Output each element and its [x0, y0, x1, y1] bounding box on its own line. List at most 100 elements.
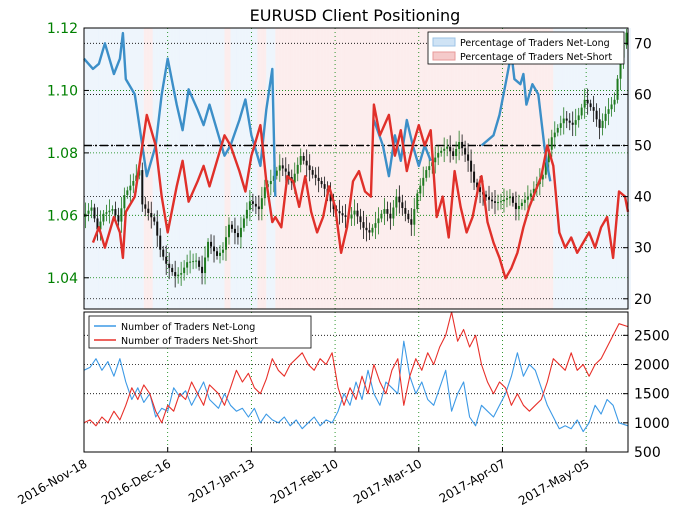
percent-tick-label: 60 [634, 87, 652, 103]
candle-body [257, 206, 260, 210]
sentiment-band [523, 28, 527, 309]
positioning-lines [83, 31, 630, 280]
sentiment-band [368, 28, 371, 309]
candle-body [523, 199, 526, 203]
candle-body [329, 193, 332, 202]
candle-body [227, 224, 230, 238]
candle-body [165, 256, 168, 264]
candle-body [120, 208, 123, 222]
candle-body [90, 207, 93, 211]
percent-tick-label: 70 [634, 36, 652, 52]
candle-body [488, 197, 491, 200]
sentiment-band [101, 28, 105, 309]
candle-body [126, 190, 129, 196]
candle-body [287, 171, 290, 178]
sentiment-band [574, 28, 578, 309]
sentiment-band [481, 28, 485, 309]
sentiment-band [113, 28, 117, 309]
legend-swatch-net-short [432, 51, 456, 61]
candle-body [242, 218, 245, 228]
candle-body [341, 213, 344, 216]
sentiment-band [505, 28, 509, 309]
sentiment-band [520, 28, 524, 309]
sentiment-band [122, 28, 126, 309]
legend-label-net-short: Percentage of Traders Net-Short [460, 52, 612, 63]
candle-body [230, 224, 233, 229]
candle-body [452, 151, 455, 157]
sentiment-band [260, 28, 264, 309]
candle-body [207, 241, 210, 258]
sentiment-band [335, 28, 339, 309]
candle-body [553, 132, 556, 138]
sentiment-band [194, 28, 198, 309]
candle-body [156, 221, 159, 236]
sentiment-band [415, 28, 419, 309]
sentiment-band [502, 28, 506, 309]
sentiment-band [224, 28, 228, 309]
sentiment-band [622, 28, 625, 309]
sentiment-band [191, 28, 195, 309]
candle-body [443, 148, 446, 151]
candle-body [607, 109, 610, 114]
sentiment-band [400, 28, 404, 309]
candle-body [377, 218, 380, 224]
candle-body [159, 235, 162, 250]
sentiment-band [580, 28, 584, 309]
candle-body [189, 261, 192, 263]
count-tick-label: 500 [634, 445, 661, 461]
candle-body [526, 196, 529, 200]
sentiment-band [454, 28, 458, 309]
sentiment-band [93, 28, 96, 309]
sentiment-band [359, 28, 362, 309]
sentiment-band [173, 28, 177, 309]
candle-body [308, 165, 311, 171]
sentiment-band [463, 28, 467, 309]
candle-body [574, 120, 577, 125]
candle-body [192, 261, 195, 263]
candle-body [198, 260, 201, 267]
candle-body [529, 193, 532, 197]
candle-body [245, 209, 248, 219]
candle-body [440, 150, 443, 153]
candle-body [544, 162, 547, 175]
count-tick-label: 1000 [634, 416, 670, 432]
sentiment-band [379, 28, 383, 309]
candle-body [293, 173, 296, 183]
candle-body [123, 195, 126, 209]
date-tick-label: 2017-Apr-07 [437, 456, 508, 505]
sentiment-band [577, 28, 581, 309]
candle-body [559, 123, 562, 128]
sentiment-band [592, 28, 596, 309]
trader-count-legend: Number of Traders Net-Long Number of Trad… [88, 315, 312, 349]
percent-tick-label: 20 [634, 292, 652, 308]
candle-body [141, 170, 144, 205]
candle-body [365, 227, 368, 231]
sentiment-band [475, 28, 479, 309]
price-panel-legend: Percentage of Traders Net-Long Percentage… [427, 31, 625, 65]
candle-body [476, 182, 479, 188]
sentiment-band [209, 28, 213, 309]
candle-body [568, 120, 571, 123]
sentiment-band [613, 28, 617, 309]
candle-body [260, 198, 263, 210]
candle-body [305, 160, 308, 166]
sentiment-band [347, 28, 350, 309]
candle-body [210, 241, 213, 247]
candle-body [317, 177, 320, 181]
candle-body [404, 208, 407, 214]
candle-body [239, 227, 242, 238]
sentiment-band [586, 28, 590, 309]
trader-count-lines [83, 311, 629, 433]
candle-body [392, 207, 395, 219]
chart-title: EURUSD Client Positioning [250, 6, 461, 25]
legend-label-net-long: Percentage of Traders Net-Long [460, 38, 610, 49]
sentiment-band [448, 28, 452, 309]
candle-body [425, 170, 428, 178]
candle-body [213, 246, 216, 252]
candle-body [111, 209, 114, 211]
candle-body [96, 218, 99, 230]
candle-body [362, 222, 365, 228]
sentiment-band [550, 28, 554, 309]
sentiment-band [87, 28, 90, 309]
